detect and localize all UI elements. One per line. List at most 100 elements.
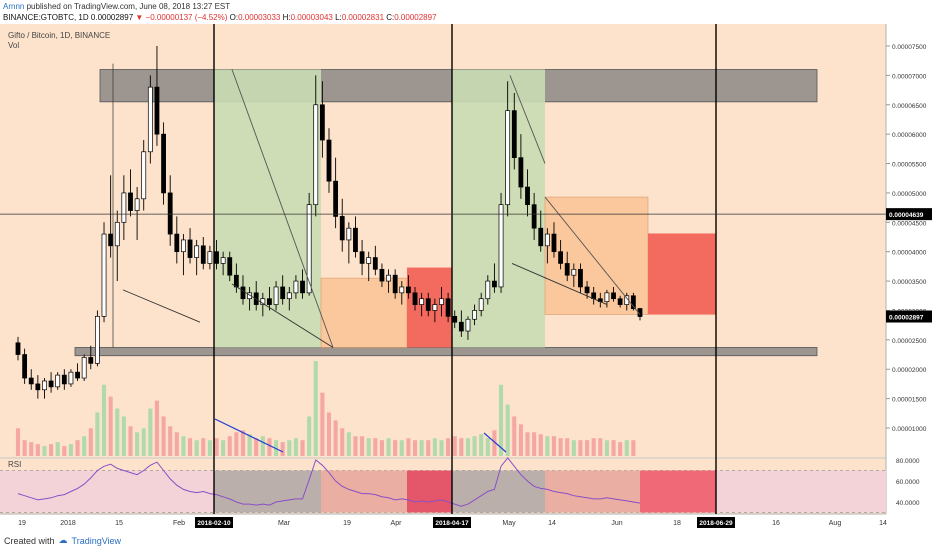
volume-bar bbox=[604, 440, 609, 456]
close-value: 0.00002897 bbox=[394, 13, 437, 22]
price-markers: 0.00004639 0.00002897 bbox=[886, 208, 932, 323]
volume-bar bbox=[320, 392, 325, 456]
x-tick-label: Feb bbox=[173, 520, 185, 527]
candle-up bbox=[313, 104, 319, 206]
volume-bar bbox=[154, 400, 160, 456]
candle-down bbox=[267, 298, 272, 305]
volume-bar bbox=[419, 440, 424, 456]
price-change: −0.00000137 (−4.52%) bbox=[145, 13, 228, 22]
candles bbox=[15, 46, 643, 399]
volume-bar bbox=[42, 446, 47, 456]
volume-bar bbox=[598, 438, 603, 456]
volume-bar bbox=[101, 384, 107, 456]
volume-bar bbox=[148, 408, 153, 456]
volume-bar bbox=[135, 432, 140, 456]
candle-up bbox=[571, 268, 577, 276]
volume-bar bbox=[313, 361, 318, 456]
volume-divergence-line bbox=[483, 432, 507, 453]
volume-bar bbox=[207, 440, 212, 456]
candle-up bbox=[419, 298, 425, 305]
created-with: Created with bbox=[4, 535, 55, 546]
candle-up bbox=[68, 371, 74, 385]
time-axis-ticks: 19 2018 15 Feb Mar 19 Apr May 14 Jun 18 16 Aug 14 2018… bbox=[18, 517, 887, 528]
volume-bar bbox=[35, 444, 40, 456]
tradingview-link[interactable]: TradingView bbox=[71, 535, 122, 546]
candle-down bbox=[154, 86, 160, 135]
cycle-lines bbox=[0, 24, 886, 514]
volume-bar bbox=[227, 436, 232, 456]
candle-up bbox=[194, 245, 200, 258]
volume-bar bbox=[386, 438, 391, 456]
volume-bar bbox=[260, 436, 265, 456]
volume-bar bbox=[280, 442, 285, 456]
candle-down bbox=[525, 186, 530, 206]
candle-up bbox=[472, 310, 477, 320]
date-marker-label: 2018-02-10 bbox=[197, 520, 231, 527]
support-zone bbox=[74, 347, 818, 357]
last-price: 0.00002897 bbox=[90, 13, 134, 22]
volume-bar bbox=[141, 428, 146, 456]
candle-down bbox=[584, 286, 590, 294]
candle-down bbox=[35, 383, 41, 391]
price-chart[interactable]: 0.00007500 0.00007000 0.00006500 0.00006000… bbox=[0, 24, 932, 532]
candle-down bbox=[445, 298, 451, 317]
candle-down bbox=[511, 110, 517, 159]
candle-down bbox=[214, 251, 219, 264]
volume-bar bbox=[307, 416, 312, 456]
footer: Created with ☁ TradingView bbox=[4, 535, 121, 546]
x-tick-label: Aug bbox=[829, 520, 842, 527]
candle-down bbox=[578, 268, 583, 288]
date-marker-label: 2018-06-29 bbox=[699, 520, 733, 527]
rsi-tick-label: 80.0000 bbox=[896, 458, 920, 465]
candle-up bbox=[42, 380, 47, 391]
candle-down bbox=[174, 233, 180, 253]
x-tick-label: 18 bbox=[673, 520, 681, 527]
price-marker-box bbox=[886, 310, 932, 323]
volume-bar bbox=[353, 436, 358, 456]
candle-down bbox=[240, 286, 246, 300]
candle-up bbox=[346, 227, 352, 241]
candle-down bbox=[531, 204, 537, 229]
volume-bar bbox=[525, 432, 530, 456]
volume-bar bbox=[326, 412, 332, 456]
date-marker-label: 2018-04-17 bbox=[435, 520, 469, 527]
candle-up bbox=[439, 298, 444, 305]
candle-down bbox=[406, 286, 411, 294]
x-tick-label: 14 bbox=[879, 520, 887, 527]
author-link[interactable]: Arnnn bbox=[3, 2, 25, 11]
candle-down bbox=[518, 157, 524, 188]
volume-bar bbox=[393, 440, 398, 456]
volume-bar bbox=[234, 432, 239, 456]
candle-down bbox=[492, 280, 497, 288]
volume-bar bbox=[161, 416, 166, 456]
cloud-icon: ☁ bbox=[58, 535, 68, 545]
volume-bar bbox=[373, 438, 378, 456]
candle-down bbox=[372, 257, 378, 270]
candle-down bbox=[333, 180, 339, 217]
price-tick-label: 0.00001000 bbox=[892, 426, 927, 433]
volume-bar bbox=[115, 408, 120, 456]
volume-bar bbox=[300, 440, 305, 456]
volume-bar bbox=[571, 440, 576, 456]
volume-bar bbox=[95, 412, 100, 456]
candle-down bbox=[452, 315, 458, 323]
volume-bar bbox=[366, 438, 371, 456]
volume-bar bbox=[88, 428, 93, 456]
symbol: BINANCE:GTOBTC, 1D bbox=[3, 13, 89, 22]
candle-down bbox=[353, 227, 358, 253]
rsi-indicator bbox=[17, 457, 641, 507]
volume-bar bbox=[22, 440, 27, 456]
volume-bar bbox=[293, 438, 298, 456]
candle-down bbox=[233, 274, 239, 288]
volume-bar bbox=[498, 384, 504, 456]
volume-bar bbox=[187, 438, 193, 456]
candle-down bbox=[611, 292, 616, 300]
volume-bar bbox=[68, 444, 73, 456]
candle-up bbox=[147, 86, 153, 153]
volume-bar bbox=[360, 436, 365, 456]
rsi-zone-salmon-1 bbox=[321, 470, 407, 513]
candle-down bbox=[167, 192, 173, 235]
volume-bar bbox=[247, 434, 252, 456]
volume-bar bbox=[624, 440, 629, 456]
price-tick-label: 0.00006500 bbox=[892, 103, 927, 110]
